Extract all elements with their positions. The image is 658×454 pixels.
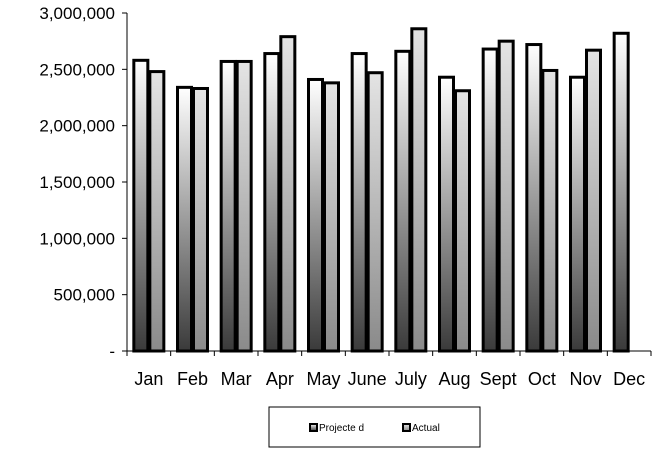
legend-box: [268, 406, 481, 448]
y-tick-label: 1,500,000: [39, 173, 115, 192]
bar-actual-apr: [279, 35, 297, 353]
y-tick-label: 500,000: [54, 286, 115, 305]
x-tick-label: Apr: [266, 369, 294, 389]
y-axis-ticks: - 500,000 1,000,000 1,500,000 2,000,000 2,500…: [39, 4, 127, 361]
bar-projected-apr: [263, 52, 281, 353]
bar-projected-mar: [219, 59, 237, 353]
legend-label-projected: Projecte d: [319, 423, 364, 434]
y-tick-label: 3,000,000: [39, 4, 115, 23]
bars-group: [132, 27, 630, 353]
bar-projected-sept: [481, 47, 499, 353]
bar-actual-jan: [148, 70, 166, 353]
bar-actual-june: [366, 71, 384, 353]
bar-projected-aug: [438, 75, 455, 353]
y-tick-label: 1,000,000: [39, 229, 115, 248]
x-tick-label: July: [395, 369, 427, 389]
x-tick-label: Sept: [480, 369, 517, 389]
x-tick-label: Mar: [221, 369, 252, 389]
x-tick-label: May: [306, 369, 340, 389]
bar-actual-july: [410, 27, 428, 353]
legend: Projecte d Actual: [268, 406, 481, 448]
x-axis-ticks: Jan Feb Mar Apr May June July Aug Sept Oct Nov Dec: [126, 351, 652, 389]
bar-projected-oct: [525, 43, 543, 353]
bar-actual-oct: [541, 68, 559, 353]
x-tick-label: June: [348, 369, 387, 389]
bar-projected-feb: [176, 85, 193, 353]
bar-projected-nov: [569, 75, 586, 353]
bar-actual-sept: [497, 39, 515, 353]
bar-projected-dec: [612, 31, 630, 353]
y-tick-label: -: [109, 342, 115, 361]
x-tick-label: Aug: [438, 369, 470, 389]
x-tick-label: Nov: [569, 369, 601, 389]
x-tick-label: Jan: [134, 369, 163, 389]
x-tick-label: Oct: [528, 369, 556, 389]
bar-actual-aug: [454, 89, 471, 353]
legend-label-actual: Actual: [412, 423, 440, 434]
legend-swatch-projected: [309, 423, 318, 432]
legend-swatch-actual: [402, 423, 411, 432]
y-tick-label: 2,000,000: [39, 117, 115, 136]
y-tick-label: 2,500,000: [39, 60, 115, 79]
x-tick-label: Dec: [613, 369, 645, 389]
bar-projected-jan: [132, 58, 150, 353]
bar-actual-may: [323, 81, 340, 353]
bar-projected-july: [394, 49, 412, 353]
bar-actual-mar: [235, 59, 253, 353]
bar-projected-may: [307, 77, 324, 353]
bar-actual-feb: [192, 86, 209, 353]
bar-actual-nov: [585, 48, 602, 353]
x-tick-label: Feb: [177, 369, 208, 389]
bar-projected-june: [350, 52, 368, 353]
